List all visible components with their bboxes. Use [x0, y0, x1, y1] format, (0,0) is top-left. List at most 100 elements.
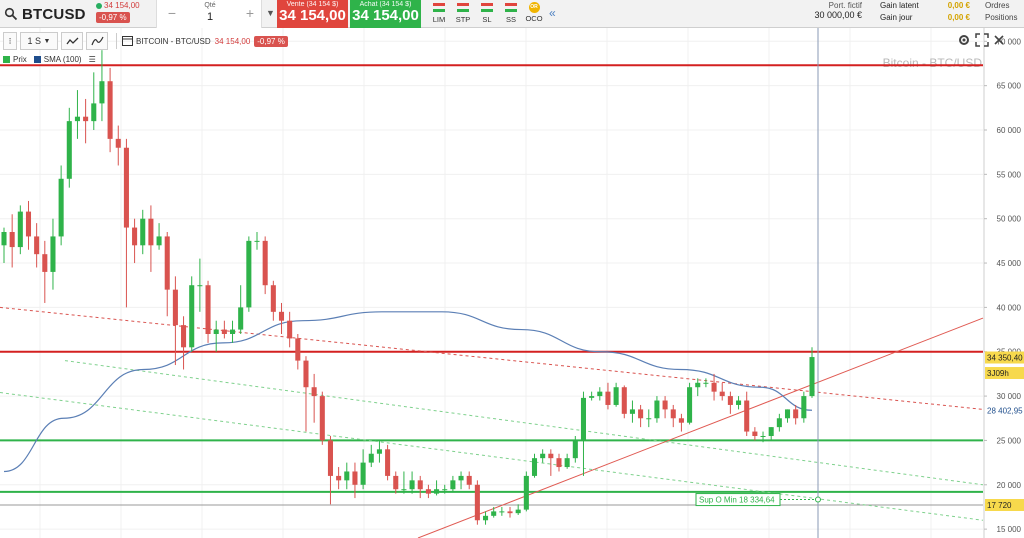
candle	[132, 218, 138, 264]
price-legend-label[interactable]: Prix	[13, 55, 27, 64]
candle-body	[164, 236, 170, 290]
indicators-button[interactable]	[86, 32, 108, 50]
candle	[515, 504, 521, 515]
candle	[425, 484, 431, 499]
candle	[458, 471, 464, 490]
settings-icon[interactable]	[957, 33, 971, 47]
candle	[181, 316, 187, 370]
support-level-label-bg	[985, 499, 1024, 512]
candle-body	[540, 453, 546, 459]
symbol-selector[interactable]: BTCUSD	[0, 0, 92, 28]
drag-handle[interactable]: ⁝	[3, 32, 17, 50]
candle	[442, 484, 448, 494]
candle	[91, 72, 97, 130]
candle	[1, 227, 7, 264]
collapse-icon[interactable]: «	[549, 6, 556, 20]
candle-body	[393, 475, 399, 490]
candle-body	[262, 240, 268, 286]
candle	[703, 378, 709, 388]
chart-icon	[122, 36, 133, 46]
candle-body	[189, 285, 195, 348]
candle	[58, 165, 64, 246]
y-tick-label: 20 000	[997, 481, 1022, 490]
order-type-stp[interactable]: STP	[452, 1, 474, 27]
candle	[727, 391, 733, 414]
qty-input[interactable]: 1	[206, 11, 214, 23]
candle-body	[572, 440, 578, 459]
candle	[499, 506, 505, 516]
chart-price: 34 154,00	[214, 36, 251, 46]
candle-body	[213, 329, 219, 334]
order-type-oco[interactable]: OR OCO	[525, 2, 543, 23]
candle-body	[784, 409, 791, 419]
candle-body	[613, 387, 619, 405]
candle-body	[425, 489, 431, 494]
support-text: Sup O Min 18 334,64	[699, 496, 775, 505]
last-price-label-bg	[985, 351, 1024, 364]
portfolio-value: 30 000,00 €	[814, 10, 862, 20]
chart-type-button[interactable]	[61, 32, 83, 50]
order-type-sl[interactable]: SL	[476, 1, 498, 27]
chart-toolbar: ⁝ 1 S ▼ BITCOIN - BTC/USD 34 154,00 -0,9…	[0, 31, 984, 51]
y-tick-label: 25 000	[997, 436, 1022, 445]
candle	[295, 334, 301, 370]
y-tick-label: 70 000	[997, 37, 1022, 46]
order-type-ss[interactable]: SS	[500, 1, 522, 27]
candle	[483, 511, 489, 525]
candle	[115, 125, 121, 166]
candle-body	[605, 391, 611, 405]
buy-button[interactable]: Achat (34 154 $) 34 154,00	[350, 0, 421, 28]
sell-button[interactable]: Vente (34 154 $) 34 154,00	[277, 0, 348, 28]
close-icon[interactable]	[993, 33, 1005, 47]
symbol-name: BTCUSD	[22, 5, 86, 23]
y-tick-label: 40 000	[997, 303, 1022, 312]
interval-selector[interactable]: 1 S ▼	[20, 32, 58, 50]
support-handle[interactable]	[815, 496, 821, 503]
candle	[523, 471, 529, 512]
trading-header: BTCUSD 34 154,00 -0,97 % − Qté 1 + ▼ Ven…	[0, 0, 1024, 28]
y-tick-label: 15 000	[997, 525, 1022, 534]
candle-body	[515, 509, 521, 514]
candle	[197, 258, 203, 312]
candle-body	[360, 462, 366, 485]
quantity-stepper[interactable]: − Qté 1 +	[156, 0, 262, 28]
candle-body	[597, 391, 603, 397]
buy-price: 34 154,00	[352, 7, 419, 24]
decrease-qty-button[interactable]: −	[167, 5, 177, 21]
support-trend-line	[417, 317, 984, 538]
search-icon	[4, 7, 18, 21]
candle-body	[246, 240, 252, 308]
gain-latent-value: 0,00 €	[947, 1, 970, 10]
price-swatch	[3, 56, 10, 63]
candle-body	[34, 236, 40, 255]
candle-body	[148, 218, 154, 246]
candle-body	[172, 289, 178, 326]
candle	[327, 436, 333, 505]
candle-body	[344, 471, 350, 481]
price-chart[interactable]: Bitcoin - BTC/USD 15 000 20 000 25 000 30 0…	[0, 28, 1024, 538]
candle	[401, 471, 407, 494]
y-tick-label: 30 000	[997, 392, 1022, 401]
legend-menu-icon[interactable]: ☰	[88, 55, 96, 64]
candle	[793, 404, 799, 425]
order-type-lim[interactable]: LIM	[428, 1, 450, 27]
candle-body	[238, 307, 244, 330]
candle-body	[385, 449, 391, 476]
orders-link[interactable]: Ordres	[985, 1, 1010, 10]
candle	[768, 427, 774, 441]
sma-legend-label[interactable]: SMA (100)	[43, 55, 82, 64]
candle	[719, 382, 725, 401]
candle-body	[499, 511, 505, 513]
y-tick-label: 55 000	[997, 170, 1022, 179]
positions-link[interactable]: Positions	[985, 13, 1018, 22]
candle-body	[621, 387, 627, 414]
expand-icon[interactable]	[975, 33, 989, 47]
candle	[589, 391, 595, 401]
candle-body	[205, 285, 211, 334]
chevron-down-icon: ▼	[43, 37, 51, 45]
increase-qty-button[interactable]: +	[245, 5, 255, 21]
candle-body	[319, 396, 325, 441]
candle-body	[50, 236, 56, 272]
chevron-down-icon[interactable]: ▼	[266, 8, 275, 18]
